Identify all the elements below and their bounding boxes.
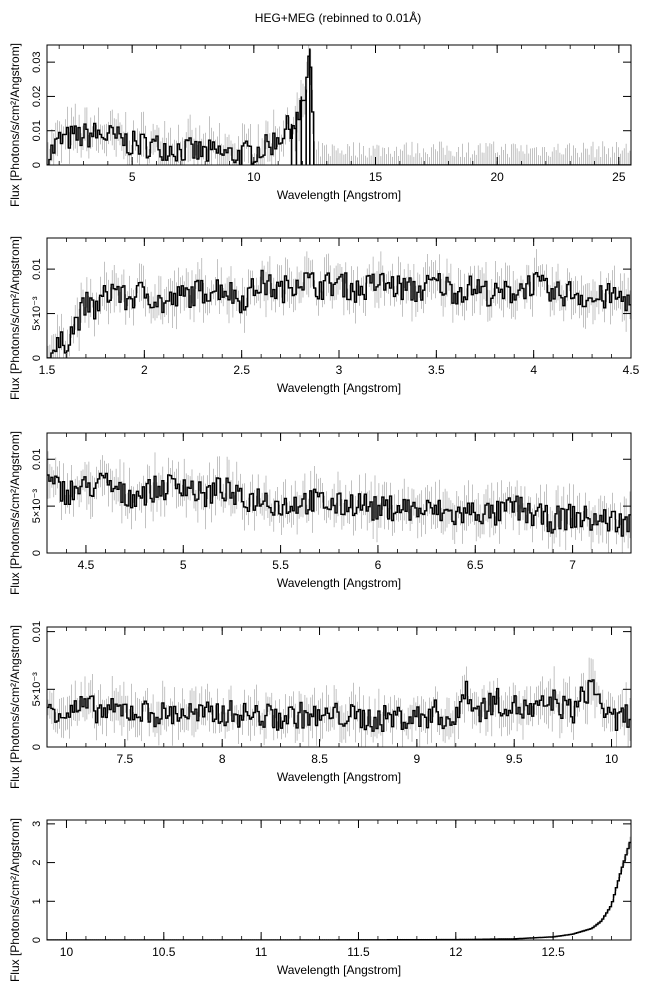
x-axis-label: Wavelength [Angstrom] <box>277 188 401 202</box>
spectrum-line <box>47 679 631 732</box>
y-tick-label: 0.01 <box>31 449 43 470</box>
x-tick-label: 10 <box>605 752 619 766</box>
spectrum-line <box>47 841 631 940</box>
chart-panel-3: 4.5 5 5.5 6 6.5 7 0 5×10⁻³ 0.01 Wavelength [Angst… <box>8 431 632 595</box>
spectrum-line <box>47 269 631 358</box>
plot-frame <box>46 44 632 166</box>
x-axis-label: Wavelength [Angstrom] <box>277 576 401 590</box>
y-axis-label: Flux [Photons/s/cm²/Angstrom] <box>8 625 22 789</box>
x-tick-label: 9.5 <box>506 752 523 766</box>
x-tick-label: 10.5 <box>152 945 176 959</box>
x-tick-label: 5 <box>129 170 136 184</box>
x-tick-label: 15 <box>369 170 383 184</box>
y-tick-label: 0 <box>31 744 43 750</box>
x-tick-label: 10 <box>60 945 74 959</box>
x-tick-label: 5.5 <box>272 558 289 572</box>
y-tick-label: 5×10⁻³ <box>31 672 43 707</box>
x-tick-label: 11 <box>255 945 268 959</box>
y-tick-label: 2 <box>31 860 43 866</box>
x-tick-label: 12.5 <box>541 945 565 959</box>
y-tick-label: 3 <box>31 821 43 827</box>
chart-panel-4: 7.5 8 8.5 9 9.5 10 0 5×10⁻³ 0.01 Wavelength [Angs… <box>8 621 632 789</box>
plot-area <box>47 836 631 940</box>
x-tick-label: 4 <box>530 363 537 377</box>
x-tick-label: 8.5 <box>311 752 328 766</box>
error-bars <box>47 45 631 165</box>
x-tick-label: 20 <box>490 170 504 184</box>
chart-panel-2: 1.5 2 2.5 3 3.5 4 4.5 0 5×10⁻³ 0.01 Wavelength [An… <box>8 236 640 400</box>
plot-area <box>47 657 631 747</box>
y-tick-label: 0.01 <box>31 258 43 279</box>
y-axis-label: Flux [Photons/s/cm²/Angstrom] <box>8 818 22 982</box>
x-axis-label: Wavelength [Angstrom] <box>277 963 401 977</box>
y-axis-label: Flux [Photons/s/cm²/Angstrom] <box>8 431 22 595</box>
x-tick-label: 3 <box>336 363 343 377</box>
y-tick-label: 0.02 <box>31 86 43 107</box>
x-tick-label: 2.5 <box>233 363 250 377</box>
x-axis-label: Wavelength [Angstrom] <box>277 770 401 784</box>
y-tick-label: 1 <box>31 898 43 904</box>
plot-area <box>47 45 631 165</box>
y-tick-label: 0 <box>31 937 43 943</box>
y-tick-label: 0.03 <box>31 51 43 72</box>
x-tick-label: 4.5 <box>78 558 95 572</box>
y-tick-label: 0.01 <box>31 120 43 141</box>
y-tick-label: 5×10⁻³ <box>31 296 43 331</box>
plot-area <box>47 451 631 553</box>
error-bars <box>47 836 631 940</box>
x-tick-label: 11.5 <box>347 945 370 959</box>
plot-area <box>47 249 631 358</box>
figure-title: HEG+MEG (rebinned to 0.01Å) <box>255 10 421 25</box>
x-tick-label: 8 <box>219 752 226 766</box>
plot-frame <box>46 626 632 748</box>
x-axis-label: Wavelength [Angstrom] <box>277 381 401 395</box>
x-tick-label: 7.5 <box>117 752 134 766</box>
y-tick-label: 5×10⁻³ <box>31 489 43 524</box>
spectrum-line <box>47 472 631 537</box>
x-tick-label: 6 <box>375 558 382 572</box>
x-tick-label: 4.5 <box>623 363 640 377</box>
y-axis-label: Flux [Photons/s/cm²/Angstrom] <box>8 43 22 207</box>
y-tick-label: 0 <box>31 162 43 168</box>
x-tick-label: 7 <box>569 558 576 572</box>
x-tick-label: 9 <box>414 752 421 766</box>
x-tick-label: 25 <box>612 170 626 184</box>
spectrum-line <box>47 55 631 165</box>
x-tick-label: 10 <box>247 170 261 184</box>
y-axis-label: Flux [Photons/s/cm²/Angstrom] <box>8 236 22 400</box>
y-tick-label: 0.01 <box>31 621 43 642</box>
x-tick-label: 3.5 <box>428 363 445 377</box>
x-tick-label: 6.5 <box>467 558 484 572</box>
y-tick-label: 0 <box>31 355 43 361</box>
x-tick-label: 2 <box>141 363 148 377</box>
x-tick-label: 12 <box>449 945 463 959</box>
plot-frame <box>46 819 632 941</box>
x-tick-label: 1.5 <box>39 363 56 377</box>
chart-panel-1: 5 10 15 20 25 0 0.01 0.02 0.03 Wavelength [Angstr… <box>8 43 632 207</box>
x-tick-label: 5 <box>180 558 187 572</box>
y-tick-label: 0 <box>31 550 43 556</box>
